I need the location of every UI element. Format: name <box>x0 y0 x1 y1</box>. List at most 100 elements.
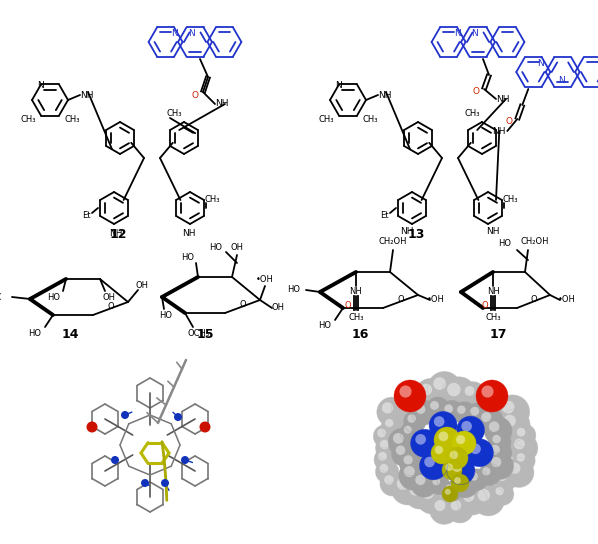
Circle shape <box>416 405 425 414</box>
Text: HO: HO <box>287 286 300 294</box>
Circle shape <box>441 377 477 412</box>
Text: NH: NH <box>80 90 94 100</box>
Circle shape <box>498 472 507 481</box>
Circle shape <box>161 479 169 487</box>
Text: 14: 14 <box>61 327 79 341</box>
Text: HO: HO <box>498 239 511 249</box>
Circle shape <box>392 391 426 426</box>
Circle shape <box>396 477 410 490</box>
Circle shape <box>442 486 458 502</box>
Circle shape <box>385 419 393 428</box>
Circle shape <box>446 485 453 492</box>
Circle shape <box>410 484 421 496</box>
Text: CH₃: CH₃ <box>205 195 219 205</box>
Circle shape <box>399 461 428 490</box>
Circle shape <box>472 484 505 516</box>
Text: O: O <box>344 300 351 310</box>
Circle shape <box>477 407 504 434</box>
Circle shape <box>498 409 530 441</box>
Text: OH: OH <box>230 243 243 251</box>
Text: HO: HO <box>47 293 60 301</box>
Text: N: N <box>454 29 460 38</box>
Circle shape <box>478 391 513 426</box>
Circle shape <box>446 447 468 469</box>
Text: O: O <box>107 302 114 311</box>
Circle shape <box>470 407 479 416</box>
Text: 17: 17 <box>489 327 507 341</box>
Circle shape <box>451 461 462 472</box>
Circle shape <box>406 387 429 410</box>
Circle shape <box>411 471 438 497</box>
Circle shape <box>447 456 475 485</box>
Circle shape <box>512 424 536 447</box>
Circle shape <box>407 415 416 423</box>
Circle shape <box>404 426 412 434</box>
Circle shape <box>509 434 538 462</box>
Circle shape <box>484 417 512 444</box>
Circle shape <box>487 453 514 479</box>
Text: 13: 13 <box>407 228 425 242</box>
Text: O: O <box>397 295 404 304</box>
Text: O: O <box>239 300 246 309</box>
Circle shape <box>424 456 435 467</box>
Circle shape <box>400 422 421 443</box>
Text: 15: 15 <box>196 327 213 341</box>
Circle shape <box>496 395 530 429</box>
Text: N: N <box>170 29 178 38</box>
Circle shape <box>410 391 419 400</box>
Circle shape <box>111 456 119 464</box>
Text: O: O <box>472 88 480 96</box>
Circle shape <box>504 458 534 487</box>
Circle shape <box>416 434 426 444</box>
Circle shape <box>174 413 182 421</box>
Circle shape <box>384 475 393 485</box>
Circle shape <box>382 415 404 437</box>
Circle shape <box>466 403 490 426</box>
Circle shape <box>404 466 415 477</box>
Circle shape <box>491 457 501 467</box>
Text: N: N <box>537 59 544 68</box>
Circle shape <box>446 463 453 471</box>
Text: O: O <box>481 300 489 310</box>
Circle shape <box>452 431 476 455</box>
Circle shape <box>432 478 440 485</box>
Text: HO: HO <box>209 243 222 251</box>
Text: CH₃: CH₃ <box>464 108 480 118</box>
Circle shape <box>415 379 446 410</box>
Circle shape <box>394 380 426 412</box>
Circle shape <box>481 412 492 422</box>
Circle shape <box>422 486 434 499</box>
Circle shape <box>456 475 466 486</box>
Circle shape <box>478 463 501 485</box>
Circle shape <box>181 456 189 464</box>
Circle shape <box>393 433 404 444</box>
Text: NH: NH <box>109 230 122 238</box>
Circle shape <box>429 495 459 524</box>
Circle shape <box>399 386 411 398</box>
Circle shape <box>121 411 129 419</box>
Circle shape <box>489 431 511 454</box>
Circle shape <box>429 474 449 494</box>
Circle shape <box>445 489 451 495</box>
Circle shape <box>440 400 463 423</box>
Circle shape <box>374 448 398 471</box>
Circle shape <box>492 435 501 443</box>
Text: O: O <box>530 295 537 304</box>
Circle shape <box>379 464 388 473</box>
Circle shape <box>416 481 449 514</box>
Circle shape <box>378 452 387 461</box>
Text: CH₃: CH₃ <box>64 115 80 125</box>
Circle shape <box>376 436 401 460</box>
Circle shape <box>428 372 461 405</box>
Text: N: N <box>188 29 195 38</box>
Text: NH: NH <box>379 90 392 100</box>
Circle shape <box>473 385 501 412</box>
Text: OH: OH <box>271 304 285 312</box>
Text: HO: HO <box>181 252 194 262</box>
Circle shape <box>490 444 500 455</box>
Circle shape <box>456 435 465 444</box>
Circle shape <box>377 429 386 437</box>
Circle shape <box>411 429 438 458</box>
Circle shape <box>376 460 399 484</box>
Text: 12: 12 <box>109 228 127 242</box>
